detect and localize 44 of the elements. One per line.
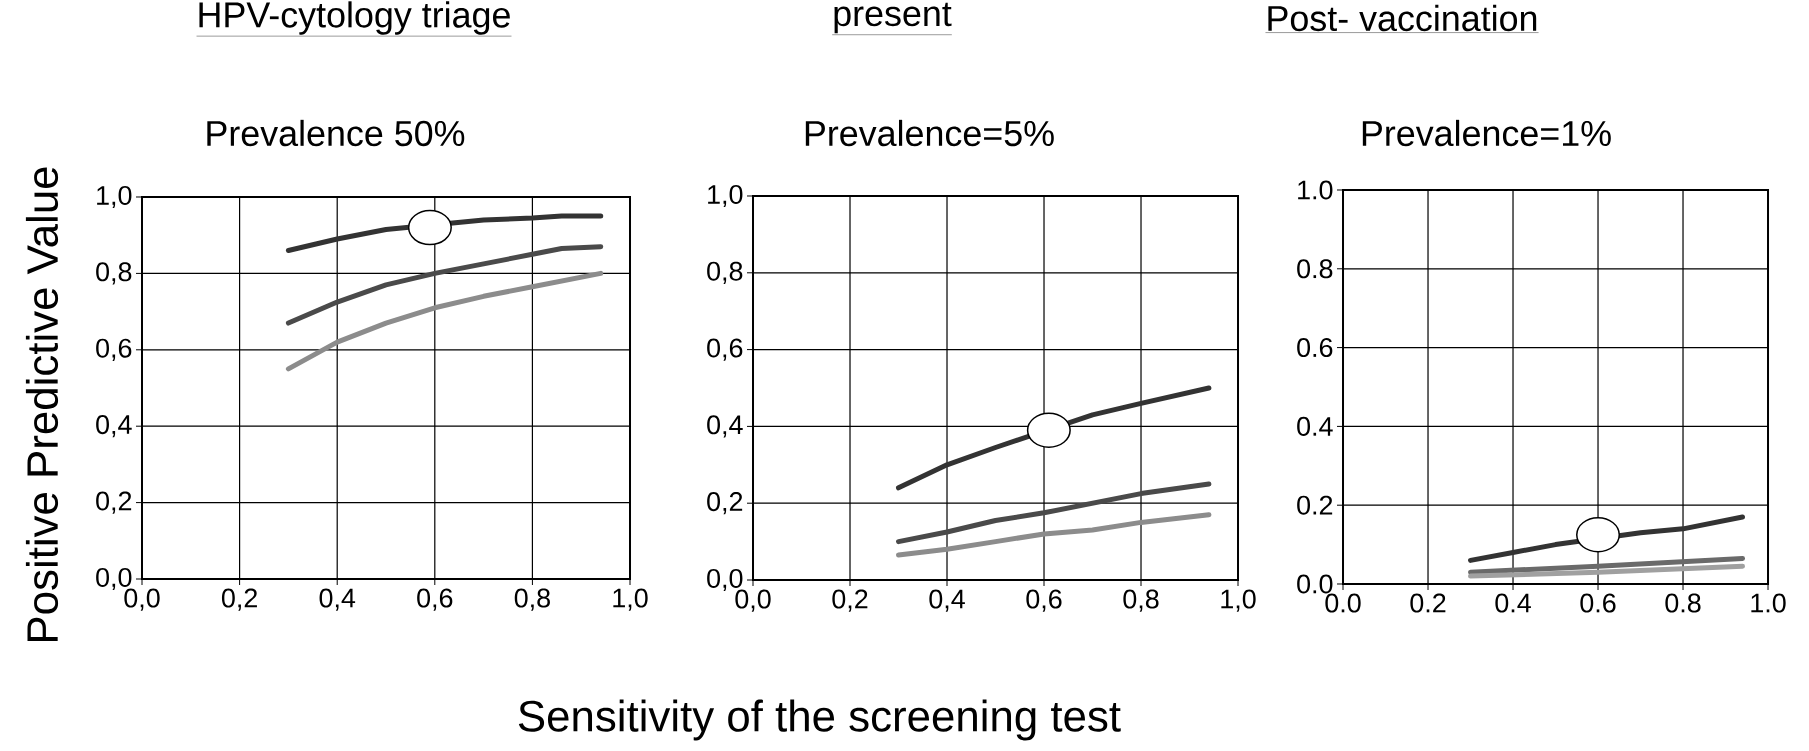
- chart-subtitle: Prevalence 50%: [207, 119, 465, 147]
- y-tick-label: 0,6: [707, 338, 743, 361]
- chart-subtitle: Prevalence=5%: [805, 119, 1054, 147]
- y-tick-label: 0,2: [707, 492, 743, 515]
- y-axis-title: Positive Predictive Value: [25, 167, 59, 641]
- y-tick-label: 0,8: [707, 261, 743, 284]
- y-tick-label: 0,6: [96, 338, 132, 361]
- x-tick-label: 1,0: [1221, 589, 1256, 612]
- y-tick-label: 1,0: [708, 184, 743, 208]
- x-tick-label: 0,2: [221, 588, 257, 611]
- y-tick-label: 1.0: [1298, 180, 1333, 200]
- y-tick-label: 0.0: [1297, 574, 1333, 594]
- x-tick-label: 0,8: [514, 588, 550, 611]
- x-tick-label: 0,4: [929, 589, 965, 612]
- x-tick-label: 0.0: [1325, 593, 1361, 613]
- chart-title: Post- vaccination: [1268, 4, 1537, 32]
- y-tick-label: 0,0: [707, 568, 743, 592]
- y-tick-label: 0.6: [1297, 338, 1333, 358]
- y-tick-label: 0.4: [1297, 416, 1333, 436]
- x-tick-label: 1,0: [613, 588, 648, 611]
- x-axis-title: Sensitivity of the screening test: [518, 699, 1121, 741]
- x-tick-label: 0.2: [1410, 593, 1446, 613]
- y-tick-label: 1,0: [97, 185, 132, 209]
- x-tick-label: 0,6: [1026, 589, 1062, 612]
- x-tick-label: 0,0: [124, 588, 160, 611]
- x-tick-label: 0,0: [735, 589, 771, 612]
- chart-subtitle: Prevalence=1%: [1362, 119, 1611, 147]
- x-tick-label: 0,2: [832, 589, 868, 612]
- chart-title: HPV-cytology triage: [199, 1, 510, 35]
- y-tick-label: 0,2: [96, 491, 132, 514]
- y-tick-label: 0.2: [1297, 495, 1333, 515]
- y-tick-label: 0.8: [1297, 259, 1333, 279]
- x-tick-label: 0.4: [1495, 593, 1531, 613]
- y-tick-label: 0,4: [96, 415, 132, 438]
- x-tick-label: 1.0: [1751, 593, 1786, 613]
- y-tick-label: 0,8: [96, 262, 132, 285]
- y-tick-label: 0,0: [96, 567, 132, 591]
- x-tick-label: 0,8: [1123, 589, 1159, 612]
- chart-title: present: [834, 2, 952, 34]
- x-tick-label: 0,6: [417, 588, 453, 611]
- y-tick-label: 0,4: [707, 415, 743, 438]
- x-tick-label: 0.6: [1580, 593, 1616, 613]
- x-tick-label: 0,4: [319, 588, 356, 611]
- x-tick-label: 0.8: [1665, 593, 1701, 613]
